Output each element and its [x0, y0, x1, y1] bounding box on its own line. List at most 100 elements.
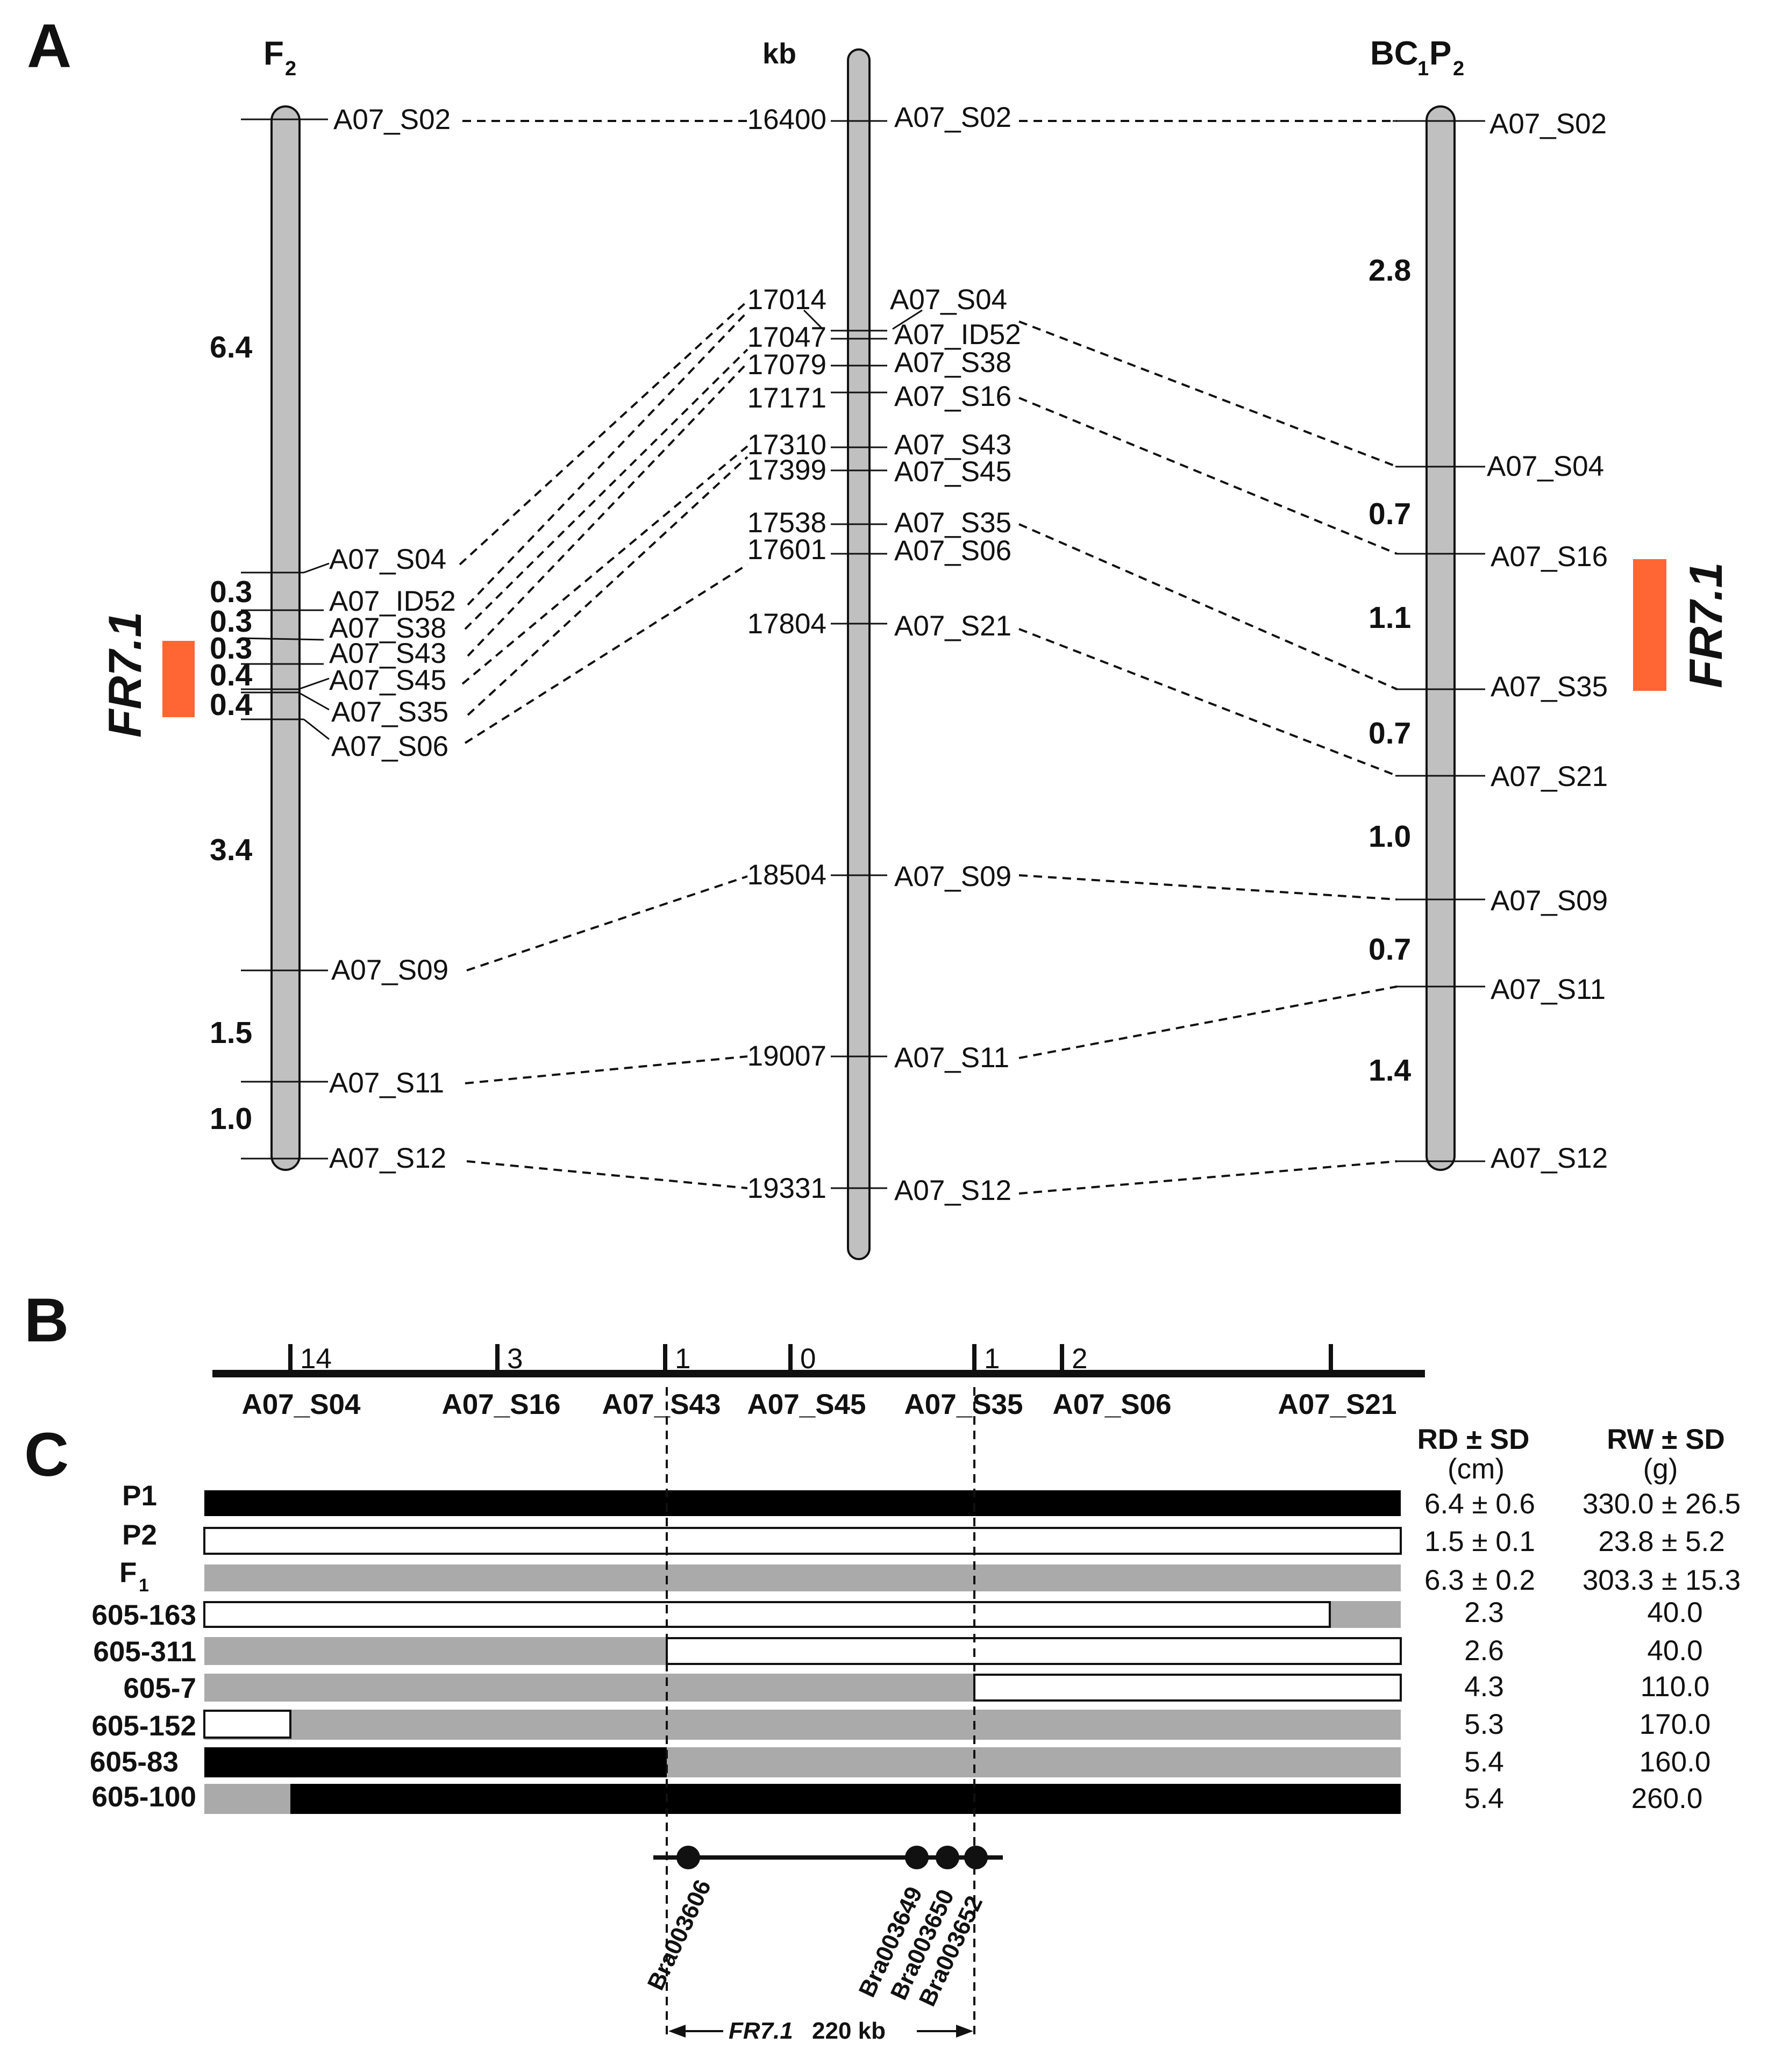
svg-text:16400: 16400 [747, 104, 826, 135]
gene-track: Bra003606 Bra003649 Bra003650 Bra003652 [643, 1846, 1003, 2010]
bc1p2-distance: 2.8 [1368, 253, 1411, 288]
genotype-table: P1 6.4 ± 0.6 330.0 ± 26.5 P2 1.5 ± 0.1 2… [90, 1480, 1741, 1814]
svg-text:A07_S02: A07_S02 [894, 102, 1011, 133]
svg-text:17601: 17601 [747, 534, 826, 566]
svg-text:1: 1 [1417, 58, 1429, 80]
svg-text:17047: 17047 [747, 321, 826, 353]
gene-marker [964, 1846, 988, 1869]
interval-name: FR7.1 [729, 2018, 793, 2044]
f2-qtl-bar [162, 641, 195, 717]
svg-text:RW ± SD: RW ± SD [1607, 1424, 1725, 1455]
svg-text:A07_S21: A07_S21 [894, 610, 1011, 642]
svg-text:6.3 ± 0.2: 6.3 ± 0.2 [1424, 1564, 1535, 1596]
f2-distance: 0.3 [210, 575, 252, 609]
svg-text:17014: 17014 [747, 284, 826, 316]
svg-text:2: 2 [1453, 58, 1464, 80]
svg-text:1.5 ± 0.1: 1.5 ± 0.1 [1424, 1526, 1535, 1557]
svg-text:170.0: 170.0 [1640, 1709, 1711, 1740]
panel-b-map: 14 3 1 0 1 2 A07_S04 A07_S16 A07_S43 A07… [212, 1343, 1425, 1420]
row-label: P2 [122, 1519, 157, 1551]
svg-text:A07_ID52: A07_ID52 [894, 319, 1021, 351]
f2-marker: A07_S12 [329, 1142, 446, 1174]
f2-marker: A07_S09 [331, 954, 448, 986]
svg-text:BC: BC [1370, 35, 1419, 72]
recombinant-count: 3 [507, 1343, 523, 1375]
svg-text:19007: 19007 [747, 1040, 826, 1072]
svg-text:5.4: 5.4 [1464, 1783, 1504, 1814]
f2-marker: A07_S38 [329, 612, 446, 644]
f2-title-sub: 2 [285, 58, 296, 80]
svg-text:A07_S02: A07_S02 [1489, 108, 1607, 140]
f2-distance: 1.5 [210, 1016, 252, 1050]
f2-marker: A07_S02 [333, 104, 451, 135]
svg-text:40.0: 40.0 [1647, 1597, 1702, 1628]
recombinant-count: 14 [300, 1343, 332, 1375]
f2-qtl-label: FR7.1 [99, 612, 151, 738]
bc1p2-distance: 1.0 [1368, 819, 1411, 854]
f2-marker: A07_S04 [329, 544, 446, 575]
f2-distance: 0.4 [210, 658, 253, 692]
svg-text:A07_S35: A07_S35 [894, 507, 1011, 539]
svg-text:260.0: 260.0 [1631, 1783, 1703, 1814]
genotype-bar [204, 1747, 667, 1777]
gene-marker [936, 1846, 959, 1869]
f2-distance: 0.3 [210, 631, 252, 666]
panel-c-label: C [24, 1420, 69, 1489]
svg-text:17399: 17399 [747, 454, 826, 486]
bc1p2-chromosome [1425, 105, 1456, 1171]
genotype-bar [204, 1710, 1401, 1740]
bc1p2-title: BC 1 P 2 [1370, 35, 1464, 80]
svg-text:(cm): (cm) [1448, 1453, 1505, 1485]
row-label: 605-311 [93, 1636, 196, 1668]
svg-text:17310: 17310 [747, 429, 826, 461]
svg-text:A07_S21: A07_S21 [1491, 761, 1608, 792]
svg-text:A07_S16: A07_S16 [894, 381, 1011, 412]
svg-text:2.3: 2.3 [1464, 1597, 1504, 1628]
svg-text:330.0 ± 26.5: 330.0 ± 26.5 [1583, 1488, 1741, 1520]
gene-marker [676, 1846, 700, 1869]
f2-distance: 3.4 [210, 833, 253, 867]
svg-text:A07_S12: A07_S12 [1491, 1142, 1608, 1174]
svg-text:110.0: 110.0 [1641, 1671, 1710, 1703]
f2-title: F [263, 35, 284, 72]
genotype-bar [203, 1710, 291, 1739]
svg-text:40.0: 40.0 [1647, 1635, 1702, 1667]
interval-arrow: FR7.1 220 kb [668, 2016, 973, 2044]
svg-text:5.4: 5.4 [1464, 1746, 1504, 1778]
correspondence-lines [459, 120, 1398, 1195]
row-label: 605-152 [91, 1710, 196, 1742]
bc1p2-qtl-label: FR7.1 [1680, 562, 1732, 688]
panel-b-marker: A07_S45 [747, 1389, 866, 1420]
f2-marker: A07_S35 [331, 696, 448, 728]
svg-text:17804: 17804 [747, 608, 826, 640]
f2-marker: A07_S45 [329, 665, 446, 696]
bc1p2-distance: 0.7 [1368, 932, 1411, 967]
physical-map: 16400 A07_S02 17014 A07_S04 17047 A07_ID… [747, 102, 1021, 1206]
svg-text:17538: 17538 [747, 507, 826, 539]
physical-chromosome [847, 48, 871, 1260]
svg-text:A07_S09: A07_S09 [894, 861, 1011, 892]
genotype-bar [203, 1601, 1331, 1628]
svg-text:19331: 19331 [747, 1173, 826, 1204]
bc1p2-distance: 1.1 [1368, 601, 1411, 635]
genotype-bar [973, 1674, 1402, 1702]
svg-text:RD ± SD: RD ± SD [1417, 1424, 1530, 1455]
panel-a-label: A [27, 12, 72, 81]
svg-text:2.6: 2.6 [1464, 1635, 1504, 1667]
panel-b-marker: A07_S35 [904, 1389, 1023, 1420]
panel-b-marker: A07_S16 [441, 1389, 560, 1420]
f2-marker: A07_S06 [331, 731, 448, 762]
svg-text:A07_S43: A07_S43 [894, 429, 1011, 461]
f2-marker: A07_S43 [329, 638, 446, 669]
svg-text:A07_S04: A07_S04 [1487, 451, 1604, 482]
physical-unit: kb [762, 38, 796, 70]
f2-marker: A07_ID52 [329, 585, 456, 617]
panel-b-label: B [24, 1286, 69, 1355]
svg-text:4.3: 4.3 [1464, 1671, 1504, 1703]
panel-c-headers: RD ± SD (cm) RW ± SD (g) [1417, 1424, 1725, 1485]
interval-size: 220 kb [812, 2018, 886, 2044]
svg-text:A07_S38: A07_S38 [894, 347, 1011, 378]
svg-text:P: P [1429, 35, 1451, 72]
genotype-bar [666, 1637, 1402, 1665]
